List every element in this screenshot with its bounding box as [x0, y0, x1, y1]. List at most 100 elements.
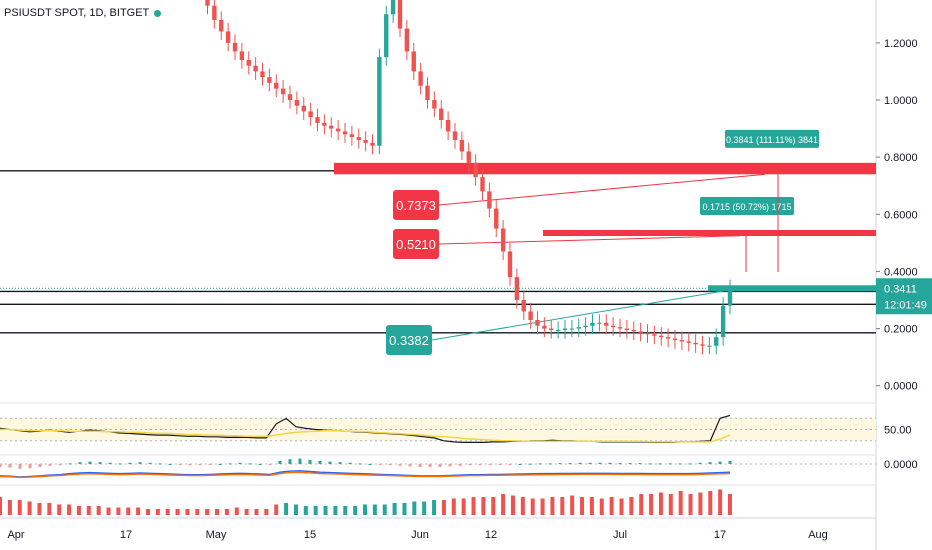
volume-bar	[205, 509, 210, 515]
candle-body	[404, 28, 410, 52]
candle-body	[659, 335, 664, 338]
volume-bar	[501, 494, 506, 515]
price-callout-label: 0.3382	[389, 333, 429, 348]
macd-histogram-bar	[438, 464, 442, 467]
volume-bar	[175, 509, 180, 515]
candle-body	[225, 31, 231, 43]
candle-body	[349, 134, 355, 138]
projection-line	[431, 287, 741, 341]
volume-bar	[254, 509, 259, 515]
target-zone	[543, 230, 876, 236]
macd-histogram-bar	[708, 462, 712, 464]
macd-histogram-bar	[558, 463, 562, 465]
macd-histogram-bar	[718, 461, 722, 464]
candle-body	[370, 142, 375, 146]
volume-bar	[589, 497, 594, 515]
candle-body	[377, 57, 382, 146]
macd-histogram-bar	[258, 464, 262, 465]
macd-histogram-bar	[668, 463, 672, 465]
macd-histogram-bar	[68, 463, 72, 465]
volume-bar	[165, 509, 170, 515]
candle-body	[315, 117, 320, 123]
volume-bar	[0, 497, 2, 515]
volume-bar	[234, 507, 239, 515]
volume-bar	[224, 509, 229, 515]
volume-bar	[530, 498, 535, 515]
candle-body	[287, 94, 293, 100]
macd-histogram-bar	[638, 463, 642, 465]
symbol-title: PSIUSDT SPOT, 1D, BITGET	[4, 7, 162, 19]
candle-body	[232, 42, 238, 52]
macd-histogram-bar	[218, 464, 222, 465]
volume-bar	[353, 506, 358, 515]
volume-bar	[629, 497, 634, 515]
volume-bar	[126, 507, 131, 515]
macd-histogram-bar	[388, 464, 392, 466]
macd-histogram-bar	[408, 464, 412, 467]
volume-bar	[293, 504, 298, 515]
candle-body	[294, 100, 300, 106]
candle-body	[714, 337, 719, 346]
volume-bar	[560, 497, 565, 515]
candle-body	[466, 151, 471, 163]
macd-histogram-bar	[728, 461, 732, 464]
macd-histogram-bar	[168, 464, 172, 465]
candle-body	[583, 325, 588, 328]
volume-bar	[728, 494, 732, 515]
measure-label-bg	[700, 197, 794, 215]
volume-bar	[47, 503, 52, 515]
time-tick-label: 15	[304, 529, 316, 541]
volume-bar	[96, 506, 101, 515]
volume-bar	[363, 504, 367, 515]
candle-body	[720, 305, 726, 338]
volume-bar	[284, 503, 289, 515]
macd-histogram-bar	[0, 464, 2, 467]
macd-histogram-bar	[578, 462, 582, 464]
candle-body	[610, 325, 616, 328]
macd-histogram-bar	[508, 464, 512, 465]
macd-histogram-bar	[318, 461, 322, 464]
volume-bar	[422, 501, 427, 515]
macd-histogram-bar	[678, 463, 682, 465]
volume-bar	[57, 504, 62, 515]
candle-body	[631, 330, 636, 332]
volume-bar	[392, 503, 397, 515]
price-callout-bg	[393, 229, 439, 259]
candle-body	[439, 108, 444, 120]
measure-label-bg	[725, 129, 819, 148]
volume-bar	[451, 498, 456, 515]
time-tick-label: Aug	[808, 529, 828, 541]
price-callout-bg	[393, 190, 439, 220]
candle-body	[700, 344, 705, 346]
price-callout-label: 0.7373	[396, 198, 436, 213]
volume-bar	[17, 500, 22, 515]
candle-body	[205, 0, 210, 6]
candle-body	[707, 345, 712, 347]
candle-body	[384, 14, 389, 58]
volume-bar	[145, 509, 150, 515]
macd-histogram-bar	[598, 462, 602, 464]
macd-histogram-bar	[648, 463, 652, 465]
macd-histogram-bar	[688, 463, 692, 465]
candle-body	[459, 140, 465, 152]
candle-body	[604, 322, 609, 326]
candle-body	[727, 288, 733, 306]
macd-histogram-bar	[458, 464, 462, 466]
macd-histogram-bar	[188, 464, 192, 466]
volume-bar	[264, 509, 269, 515]
projection-line	[438, 173, 766, 206]
macd-histogram-bar	[528, 463, 532, 465]
candle-body	[432, 100, 437, 109]
volume-bar	[520, 497, 525, 515]
time-tick-label: May	[206, 529, 227, 541]
macd-histogram-bar	[478, 464, 482, 466]
candle-body	[528, 311, 533, 320]
volume-bar	[195, 509, 200, 515]
candle-body	[672, 338, 678, 340]
time-tick-label: Jul	[613, 529, 627, 541]
candle-body	[617, 327, 623, 329]
volume-bar	[333, 506, 338, 515]
macd-histogram-bar	[88, 461, 92, 464]
candle-body	[549, 328, 554, 330]
